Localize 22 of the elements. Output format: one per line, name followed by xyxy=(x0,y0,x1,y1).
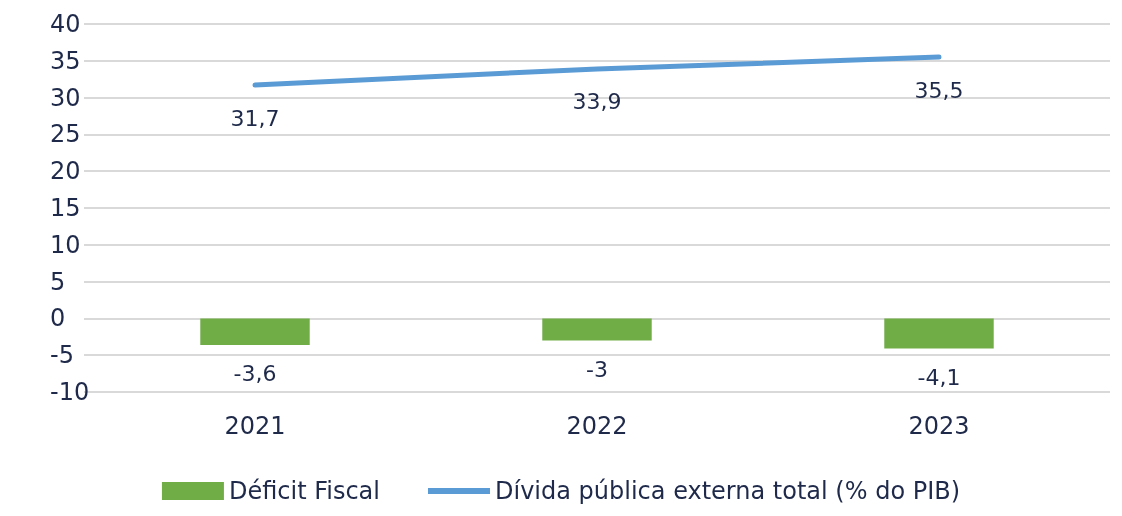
y-tick-label: 30 xyxy=(50,83,81,112)
legend-label: Déficit Fiscal xyxy=(228,477,380,505)
y-tick-label: 15 xyxy=(50,194,81,222)
data-label: -3 xyxy=(586,356,608,382)
y-tick-label: 20 xyxy=(50,157,81,186)
data-label: -3,6 xyxy=(233,361,277,387)
x-tick-label: 2023 xyxy=(908,412,970,440)
data-label: 31,7 xyxy=(230,105,280,131)
data-label: 35,5 xyxy=(914,77,964,103)
data-label: 33,9 xyxy=(572,89,622,115)
x-tick-label: 2022 xyxy=(566,412,628,440)
y-tick-label: 10 xyxy=(50,230,81,259)
legend-label: Dívida pública externa total (% do PIB) xyxy=(494,477,961,505)
y-tick-label: 25 xyxy=(50,120,81,149)
y-tick-label: 0 xyxy=(50,304,66,333)
y-tick-label: 40 xyxy=(50,10,81,38)
y-tick-label: -5 xyxy=(50,341,74,370)
y-tick-label: 5 xyxy=(50,267,66,296)
y-tick-label: -10 xyxy=(50,378,90,406)
x-tick-label: 2021 xyxy=(224,412,286,440)
y-tick-label: 35 xyxy=(50,46,81,75)
data-label: -4,1 xyxy=(917,365,961,391)
